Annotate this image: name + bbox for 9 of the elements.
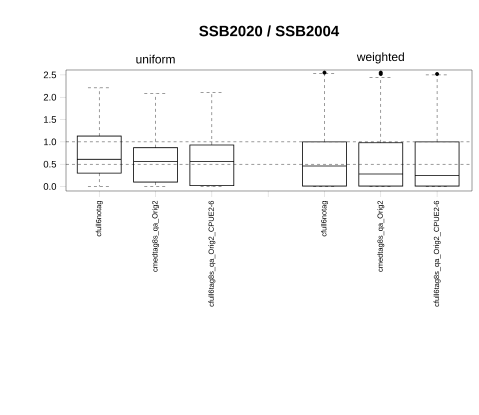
chart-title: SSB2020 / SSB2004 <box>199 25 340 36</box>
y-tick-label: 1.0 <box>44 138 56 146</box>
y-tick-label: 0.5 <box>44 160 56 168</box>
y-tick-label: 2.0 <box>44 94 56 101</box>
y-tick-label: 0.0 <box>44 183 56 190</box>
text: weighted <box>356 52 404 64</box>
y-tick-label: 1.5 <box>44 116 56 123</box>
y-tick-label: 2.5 <box>44 72 56 78</box>
text: uniform <box>136 54 175 64</box>
